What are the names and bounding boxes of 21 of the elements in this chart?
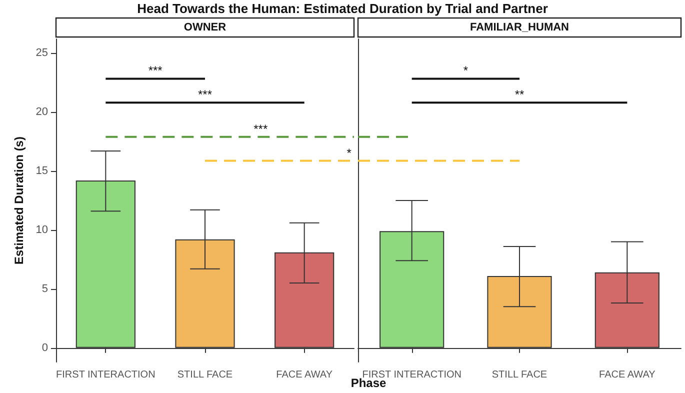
chart-subtitle: FAMILIAR_HUMAN — [470, 22, 570, 34]
y-tick-label: 10 — [36, 224, 48, 236]
x-tick-label: STILL FACE — [177, 370, 233, 380]
y-tick-label: 5 — [42, 282, 48, 295]
y-tick-label: 15 — [36, 165, 48, 178]
annotation: * — [463, 64, 468, 78]
chart-subtitle: OWNER — [184, 22, 226, 34]
annotation: *** — [254, 122, 268, 136]
y-tick-label: 20 — [36, 106, 48, 118]
y-tick-label: 0 — [42, 342, 48, 354]
annotation: *** — [148, 64, 163, 78]
y-axis-title: Estimated Duration (s) — [12, 136, 26, 265]
x-tick-label: STILL FACE — [492, 370, 548, 380]
annotation: ** — [514, 88, 524, 102]
x-tick-label: FIRST INTERACTION — [56, 370, 156, 380]
x-tick-label: FACE AWAY — [276, 370, 333, 380]
y-tick-label: 25 — [36, 47, 48, 60]
chart-title: Head Towards the Human: Estimated Duration by Trial and Partner — [136, 1, 549, 16]
x-tick-label: FACE AWAY — [599, 370, 656, 380]
annotation: *** — [198, 88, 212, 102]
annotation: * — [346, 146, 352, 160]
